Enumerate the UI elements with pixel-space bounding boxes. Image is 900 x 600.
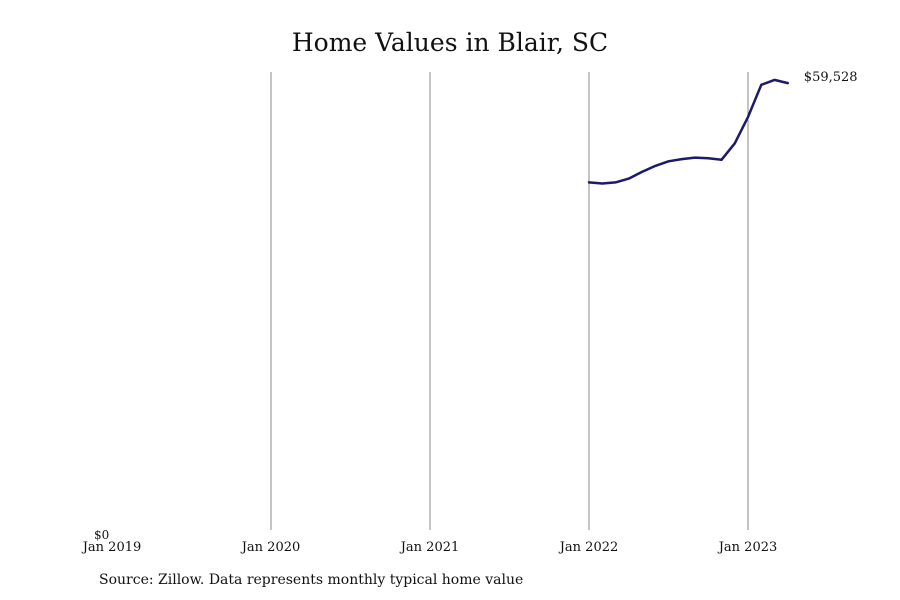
data-point bbox=[588, 181, 590, 184]
y-axis-ticks: $0 bbox=[94, 528, 109, 542]
series-line-0 bbox=[587, 78, 790, 185]
chart-title: Home Values in Blair, SC bbox=[291, 28, 609, 57]
x-tick-label: Jan 2019 bbox=[81, 540, 142, 555]
end-value-label: $59,528 bbox=[804, 70, 858, 85]
x-tick-label: Jan 2022 bbox=[558, 540, 619, 555]
data-point bbox=[747, 116, 749, 118]
data-point bbox=[720, 159, 723, 161]
gridlines bbox=[270, 72, 749, 530]
x-tick-label: Jan 2020 bbox=[240, 540, 301, 555]
x-tick-label: Jan 2023 bbox=[717, 540, 778, 555]
data-point bbox=[614, 181, 617, 184]
data-point bbox=[681, 158, 683, 160]
data-point bbox=[773, 79, 776, 81]
data-point bbox=[601, 182, 604, 185]
data-point bbox=[667, 160, 670, 163]
data-point bbox=[628, 177, 630, 180]
data-point bbox=[760, 84, 763, 86]
series-layer bbox=[587, 78, 790, 185]
data-point bbox=[641, 171, 643, 173]
x-axis-ticks: Jan 2019 Jan 2020 Jan 2021 Jan 2022 Jan 2023 bbox=[81, 540, 778, 555]
data-point bbox=[694, 156, 696, 159]
data-point bbox=[787, 82, 789, 84]
x-tick-label: Jan 2021 bbox=[399, 540, 460, 555]
source-note: Source: Zillow. Data represents monthly … bbox=[99, 572, 524, 588]
data-point bbox=[707, 157, 710, 160]
data-point bbox=[734, 142, 736, 145]
data-point bbox=[654, 165, 657, 167]
y-tick-label: $0 bbox=[94, 528, 109, 542]
